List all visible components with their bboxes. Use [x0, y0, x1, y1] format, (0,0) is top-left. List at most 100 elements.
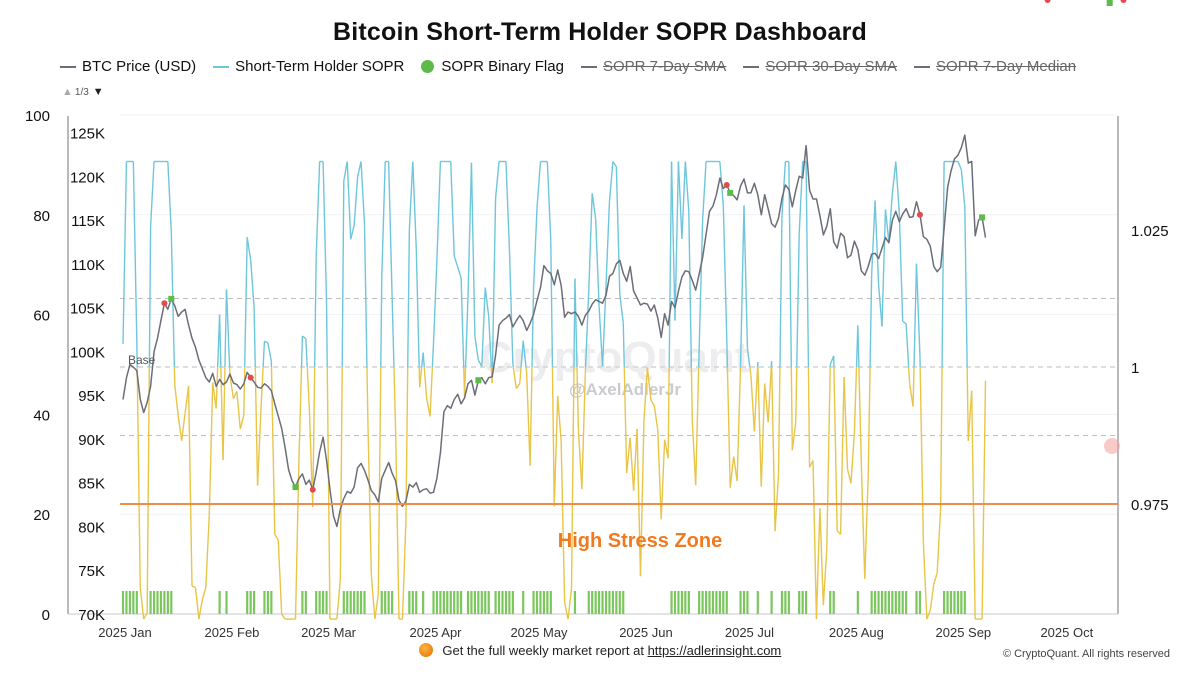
- legend-sopr-30d-sma[interactable]: SOPR 30-Day SMA: [743, 58, 897, 75]
- legend-sopr-binary-flag[interactable]: SOPR Binary Flag: [421, 58, 564, 75]
- sopr-line-segment: [249, 259, 255, 308]
- legend-sopr-7d-median[interactable]: SOPR 7-Day Median: [914, 58, 1076, 75]
- sopr-line-segment: [598, 306, 604, 367]
- sopr-line-segment: [650, 399, 655, 407]
- flag-bar: [304, 591, 307, 614]
- flag-bar: [956, 591, 959, 614]
- sopr-line-segment: [795, 366, 798, 423]
- sopr-line-segment: [581, 374, 586, 490]
- sopr-line-segment: [746, 348, 751, 368]
- flag-bar: [511, 591, 514, 614]
- sopr-line-segment: [798, 161, 804, 234]
- sopr-line-segment: [623, 366, 628, 474]
- pager-down-arrow-icon[interactable]: ▼: [92, 86, 104, 98]
- sopr-line-segment: [143, 612, 148, 620]
- sopr-line-segment: [790, 366, 793, 451]
- flag-bar: [349, 591, 352, 614]
- sopr-line-segment: [622, 322, 625, 368]
- sopr-line-segment: [726, 338, 729, 368]
- flag-bar: [442, 591, 445, 614]
- sopr-line-segment: [432, 258, 438, 344]
- flag-bar: [391, 591, 394, 614]
- base-label: Base: [128, 353, 156, 367]
- sopr-line-segment: [136, 366, 141, 588]
- flag-bar: [466, 591, 470, 614]
- sopr-line-segment: [574, 278, 578, 368]
- legend-label: BTC Price (USD): [82, 58, 197, 75]
- sopr-line-segment: [254, 366, 259, 486]
- y-right-tick-label: 1.025: [1131, 223, 1169, 240]
- sopr-line-segment: [629, 437, 635, 491]
- sopr-line-segment: [374, 594, 379, 619]
- sopr-line-segment: [422, 352, 425, 368]
- flag-bar: [670, 591, 673, 614]
- sopr-line-segment: [739, 205, 745, 366]
- sopr-line-segment: [576, 366, 580, 430]
- sopr-line-segment: [667, 366, 670, 459]
- legend-label: SOPR 7-Day SMA: [602, 58, 727, 75]
- btc-price-series: [122, 134, 987, 528]
- sopr-line-segment: [563, 602, 569, 620]
- sopr-line-segment: [224, 289, 228, 368]
- sopr-line-segment: [277, 539, 283, 615]
- sopr-line-segment: [463, 366, 467, 397]
- footer-link[interactable]: https://adlerinsight.com: [647, 643, 782, 658]
- sopr-line-segment: [701, 161, 707, 221]
- flag-bar: [411, 591, 414, 614]
- footer-text: Get the full weekly market report at: [442, 643, 644, 658]
- sopr-line-segment: [681, 161, 687, 239]
- flag-bar: [673, 591, 677, 614]
- sopr-line-segment: [967, 390, 973, 441]
- flag-bar: [680, 591, 683, 614]
- sopr-line-segment: [612, 161, 617, 168]
- flag-bar: [687, 591, 690, 614]
- sopr-line-segment: [888, 193, 894, 242]
- footer: Get the full weekly market report at htt…: [0, 643, 1200, 658]
- sopr-line-segment: [229, 375, 235, 399]
- sopr-line-segment: [423, 366, 428, 399]
- sopr-line-segment: [853, 366, 858, 433]
- sopr-line-segment: [964, 206, 968, 368]
- sopr-line-segment: [339, 366, 343, 580]
- legend-sth-sopr[interactable]: Short-Term Holder SOPR: [213, 58, 404, 75]
- flag-bar: [473, 591, 476, 614]
- sopr-line-segment: [306, 366, 310, 409]
- sopr-line-segment: [341, 180, 345, 368]
- sopr-line-segment: [525, 372, 531, 466]
- sopr-line-segment: [550, 241, 554, 368]
- flag-bar: [711, 591, 715, 614]
- legend-sopr-7d-sma[interactable]: SOPR 7-Day SMA: [580, 58, 727, 75]
- sopr-line-segment: [212, 382, 217, 409]
- flag-bar: [408, 591, 411, 614]
- pager-up-arrow-icon[interactable]: ▲: [62, 86, 73, 98]
- sopr-line-segment: [736, 366, 742, 482]
- flag-bar: [905, 591, 908, 614]
- buy-signal-marker: [727, 189, 734, 196]
- sopr-line-segment: [387, 161, 393, 297]
- sopr-line-segment: [519, 366, 522, 384]
- flag-bar: [477, 591, 480, 614]
- sopr-line-segment: [815, 508, 821, 620]
- buy-signal-marker: [168, 295, 175, 302]
- flag-bar: [894, 591, 897, 614]
- sopr-line-segment: [225, 289, 231, 368]
- sopr-line-segment: [201, 587, 207, 600]
- flag-bar: [163, 591, 166, 614]
- sopr-line-segment: [326, 366, 331, 620]
- sopr-line-segment: [826, 366, 831, 549]
- dot-swatch-icon: [421, 60, 435, 73]
- flag-bar: [880, 591, 884, 614]
- flag-bar: [132, 591, 135, 614]
- flag-bar: [946, 591, 949, 614]
- pager-text: 1/3: [74, 86, 89, 98]
- sopr-line-segment: [695, 366, 700, 486]
- sopr-line-segment: [933, 572, 938, 585]
- x-tick-label: 2025 Jun: [619, 625, 673, 640]
- sopr-line-segment: [298, 366, 303, 460]
- flag-bar: [587, 591, 590, 614]
- sopr-line-segment: [843, 376, 849, 470]
- legend-btc-price[interactable]: BTC Price (USD): [60, 58, 196, 75]
- y-left-price-tick-label: 125K: [70, 126, 105, 143]
- sopr-line-segment: [743, 205, 749, 349]
- sopr-line-segment: [425, 397, 431, 417]
